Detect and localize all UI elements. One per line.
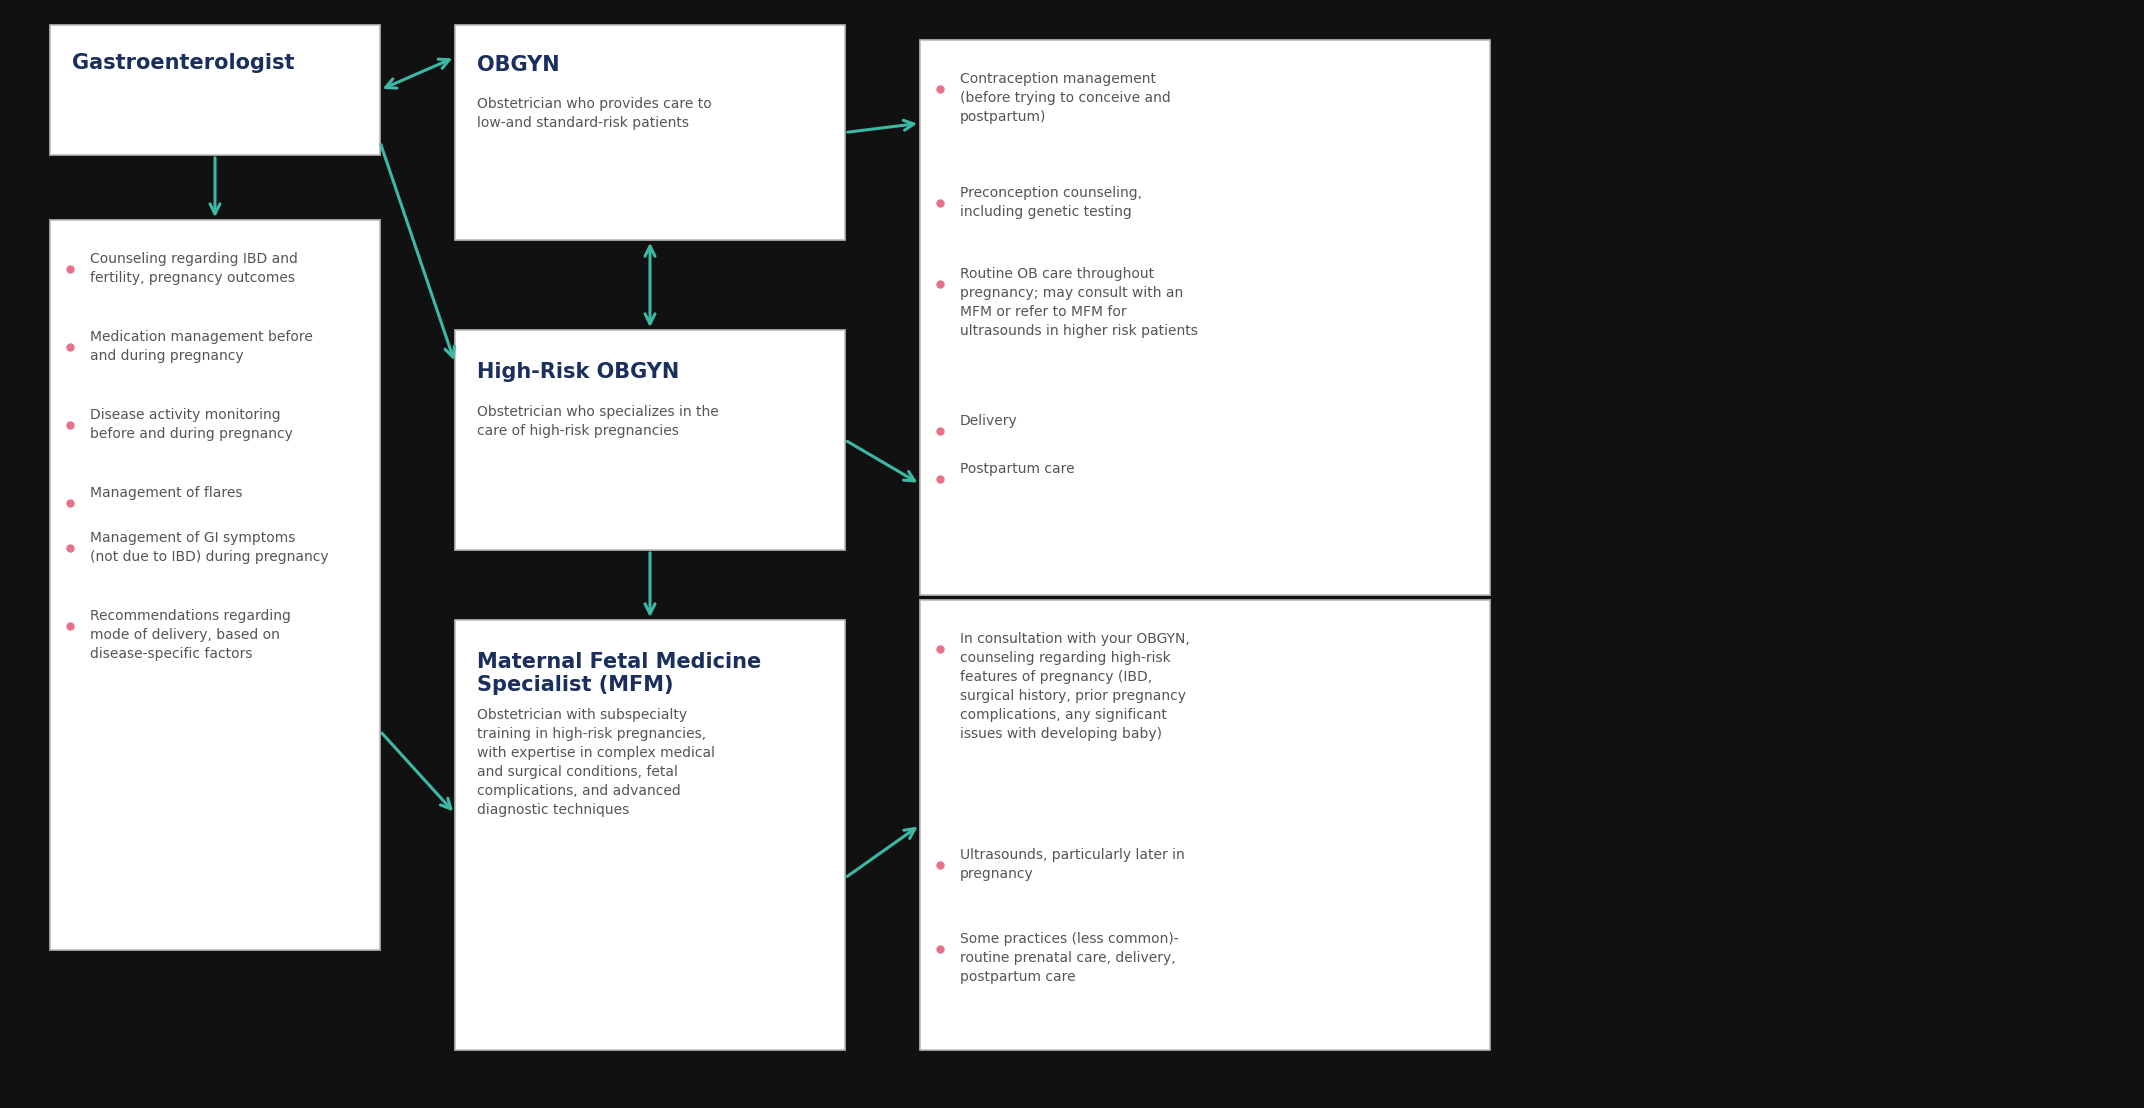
FancyBboxPatch shape <box>49 220 379 950</box>
Text: Recommendations regarding
mode of delivery, based on
disease-specific factors: Recommendations regarding mode of delive… <box>90 609 292 660</box>
FancyBboxPatch shape <box>455 330 845 550</box>
Text: Counseling regarding IBD and
fertility, pregnancy outcomes: Counseling regarding IBD and fertility, … <box>90 252 298 285</box>
Text: Delivery: Delivery <box>961 414 1018 428</box>
FancyBboxPatch shape <box>49 25 379 155</box>
Text: Management of GI symptoms
(not due to IBD) during pregnancy: Management of GI symptoms (not due to IB… <box>90 531 328 564</box>
Text: Obstetrician who specializes in the
care of high-risk pregnancies: Obstetrician who specializes in the care… <box>476 406 718 438</box>
Text: OBGYN: OBGYN <box>476 55 560 75</box>
Text: Disease activity monitoring
before and during pregnancy: Disease activity monitoring before and d… <box>90 408 294 441</box>
Text: Obstetrician who provides care to
low-and standard-risk patients: Obstetrician who provides care to low-an… <box>476 98 712 130</box>
Text: High-Risk OBGYN: High-Risk OBGYN <box>476 362 680 382</box>
Text: Postpartum care: Postpartum care <box>961 462 1074 476</box>
FancyBboxPatch shape <box>920 601 1490 1050</box>
FancyBboxPatch shape <box>920 40 1490 595</box>
Text: Preconception counseling,
including genetic testing: Preconception counseling, including gene… <box>961 186 1143 219</box>
Text: Maternal Fetal Medicine
Specialist (MFM): Maternal Fetal Medicine Specialist (MFM) <box>476 652 761 695</box>
Text: Obstetrician with subspecialty
training in high-risk pregnancies,
with expertise: Obstetrician with subspecialty training … <box>476 708 714 817</box>
FancyBboxPatch shape <box>455 620 845 1050</box>
Text: Gastroenterologist: Gastroenterologist <box>73 53 294 73</box>
Text: Contraception management
(before trying to conceive and
postpartum): Contraception management (before trying … <box>961 72 1171 124</box>
Text: In consultation with your OBGYN,
counseling regarding high-risk
features of preg: In consultation with your OBGYN, counsel… <box>961 632 1190 741</box>
Text: Ultrasounds, particularly later in
pregnancy: Ultrasounds, particularly later in pregn… <box>961 848 1186 881</box>
Text: Some practices (less common)-
routine prenatal care, delivery,
postpartum care: Some practices (less common)- routine pr… <box>961 932 1179 984</box>
Text: Routine OB care throughout
pregnancy; may consult with an
MFM or refer to MFM fo: Routine OB care throughout pregnancy; ma… <box>961 267 1198 338</box>
Text: Management of flares: Management of flares <box>90 486 242 500</box>
Text: Medication management before
and during pregnancy: Medication management before and during … <box>90 330 313 363</box>
FancyBboxPatch shape <box>455 25 845 240</box>
